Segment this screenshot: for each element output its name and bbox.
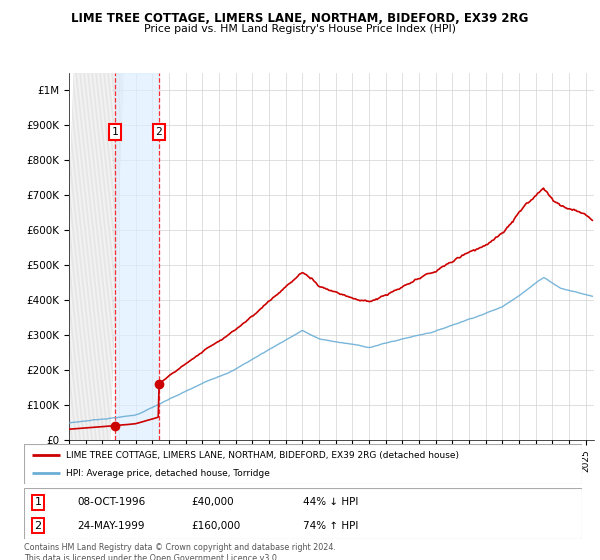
Text: 2: 2 xyxy=(34,521,41,531)
Bar xyxy=(69,73,110,440)
Text: 08-OCT-1996: 08-OCT-1996 xyxy=(77,497,145,507)
Text: 24-MAY-1999: 24-MAY-1999 xyxy=(77,521,145,531)
Text: Price paid vs. HM Land Registry's House Price Index (HPI): Price paid vs. HM Land Registry's House … xyxy=(144,24,456,34)
Text: £40,000: £40,000 xyxy=(191,497,234,507)
Text: 1: 1 xyxy=(34,497,41,507)
Text: 44% ↓ HPI: 44% ↓ HPI xyxy=(303,497,358,507)
Bar xyxy=(115,73,159,440)
Text: 74% ↑ HPI: 74% ↑ HPI xyxy=(303,521,358,531)
Text: Contains HM Land Registry data © Crown copyright and database right 2024.
This d: Contains HM Land Registry data © Crown c… xyxy=(24,543,336,560)
Text: £160,000: £160,000 xyxy=(191,521,241,531)
Text: HPI: Average price, detached house, Torridge: HPI: Average price, detached house, Torr… xyxy=(66,469,270,478)
Text: 2: 2 xyxy=(155,127,162,137)
Text: LIME TREE COTTAGE, LIMERS LANE, NORTHAM, BIDEFORD, EX39 2RG: LIME TREE COTTAGE, LIMERS LANE, NORTHAM,… xyxy=(71,12,529,25)
Text: 1: 1 xyxy=(112,127,119,137)
Text: LIME TREE COTTAGE, LIMERS LANE, NORTHAM, BIDEFORD, EX39 2RG (detached house): LIME TREE COTTAGE, LIMERS LANE, NORTHAM,… xyxy=(66,451,459,460)
